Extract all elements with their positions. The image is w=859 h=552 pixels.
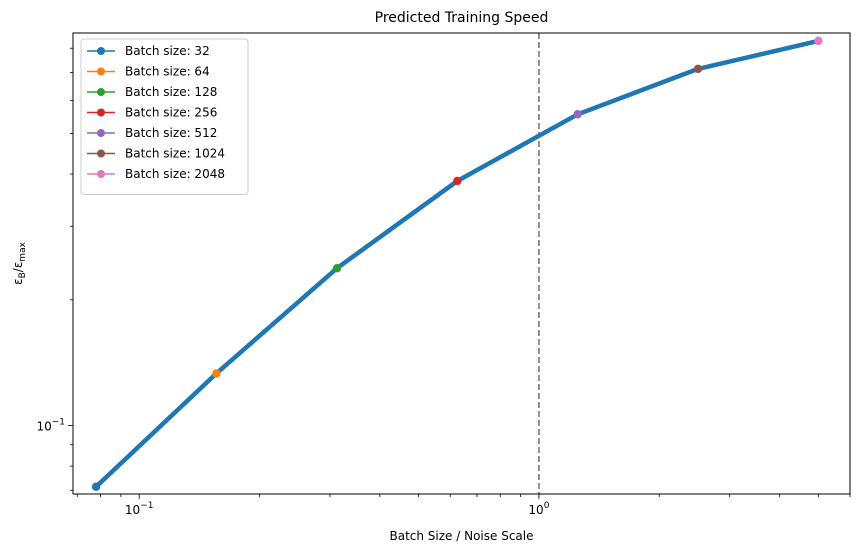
legend-marker [97,149,105,158]
legend-marker [97,67,105,76]
x-tick-label: 100 [528,501,549,517]
chart-title: Predicted Training Speed [375,10,549,26]
legend-marker [97,129,105,137]
y-axis-label-main: ε [11,278,25,285]
legend-label: Batch size: 512 [125,126,217,140]
legend-marker [97,88,105,96]
plot-frame [72,32,851,495]
legend-label: Batch size: 2048 [125,167,225,181]
data-point [693,64,703,74]
legend-label: Batch size: 64 [125,65,210,79]
y-tick-label-base: 10 [36,420,51,434]
data-point [453,176,462,186]
plot-area [91,33,823,494]
y-axis-label: εB/εmax [11,241,28,285]
y-tick-label: 10−1 [36,418,65,434]
x-axis-label: Batch Size / Noise Scale [390,529,534,543]
data-point [573,110,582,119]
x-tick-label-base: 10 [125,503,140,517]
x-tick-label-exponent: −1 [140,501,153,511]
legend-label: Batch size: 32 [125,44,210,58]
y-axis-label-sep-sub: max [18,241,28,261]
x-tick-label: 10−1 [125,501,154,517]
legend-label: Batch size: 128 [125,85,217,99]
legend-label: Batch size: 1024 [125,147,225,161]
data-point [814,36,823,46]
data-point [332,264,342,273]
legend: Batch size: 32 Batch size: 64 Batch size: … [80,38,249,195]
legend-marker [97,108,105,117]
legend-label: Batch size: 256 [125,106,217,120]
y-axis-label-main-sub: B [18,272,28,278]
x-tick-label-exponent: 0 [544,501,550,511]
y-tick-label-exponent: −1 [52,418,65,428]
y-axis-label-sep: /ε [11,262,25,273]
legend-marker [97,170,105,178]
legend-marker [97,47,105,55]
data-point [91,482,101,491]
data-point [212,369,221,378]
x-tick-label-base: 10 [528,503,543,517]
legend-box [80,38,249,195]
